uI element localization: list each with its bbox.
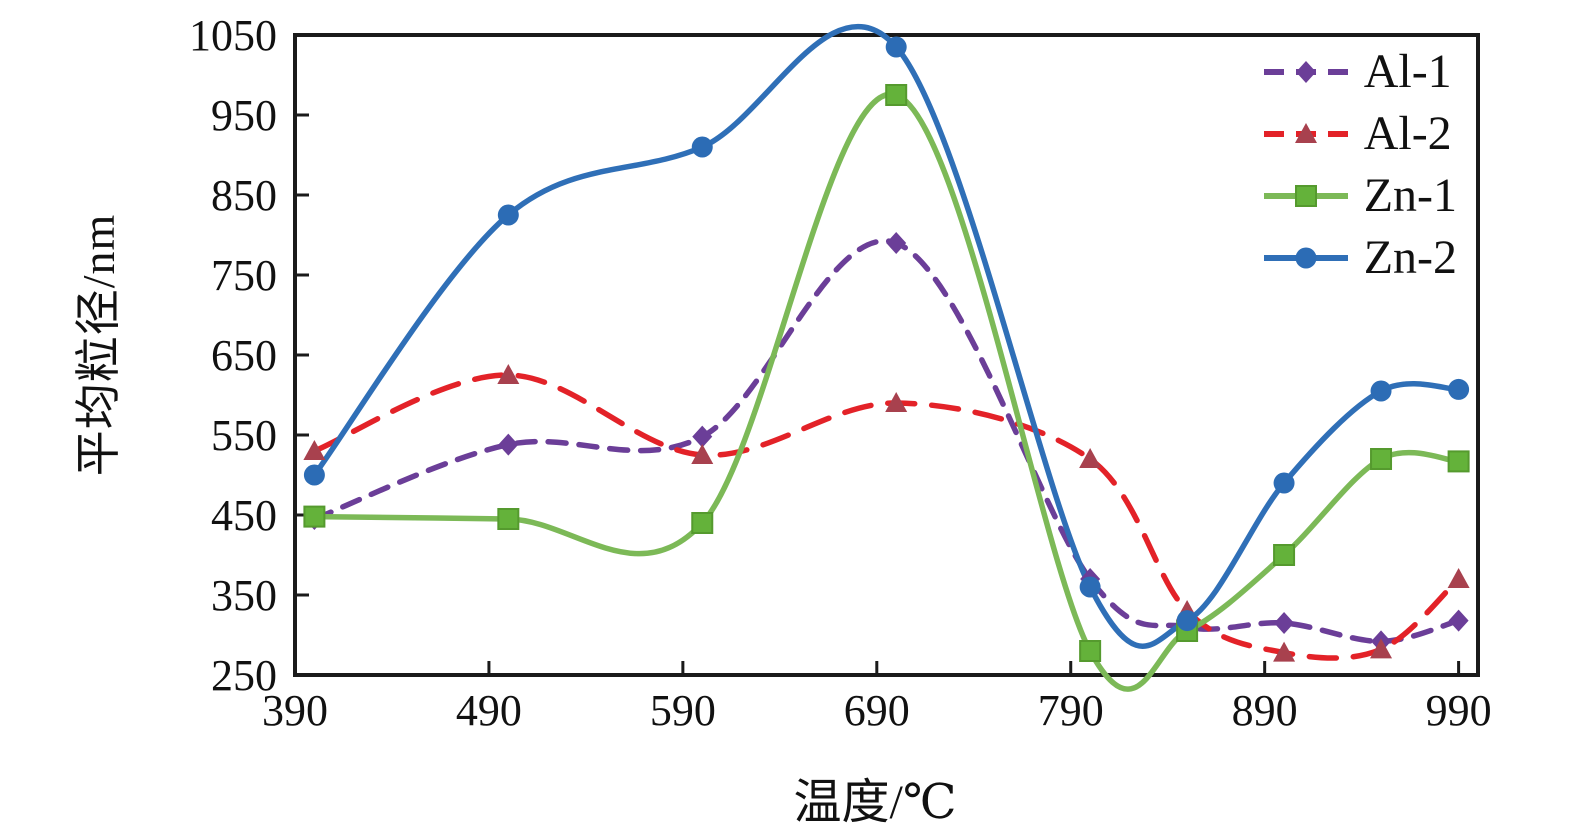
legend-label: Al-1 <box>1363 45 1452 98</box>
marker-al-2 <box>1447 568 1470 588</box>
marker-zn-2 <box>1079 576 1101 598</box>
marker-al-2 <box>691 444 714 464</box>
y-tick-label: 450 <box>211 491 277 540</box>
marker-zn-1 <box>1447 450 1470 473</box>
marker-al-2 <box>1079 448 1102 468</box>
y-axis-title: 平均粒径/nm <box>73 213 124 477</box>
marker-zn-1 <box>1273 544 1296 566</box>
marker-zn-1 <box>691 512 714 534</box>
legend-item-zn-2: Zn-2 <box>1262 234 1457 282</box>
marker-al-1 <box>1274 612 1295 634</box>
legend-marker-circle-icon <box>1263 247 1348 269</box>
marker-al-2 <box>885 392 908 412</box>
legend-marker-diamond-icon <box>1263 61 1348 83</box>
x-tick-label: 390 <box>262 686 328 735</box>
marker-zn-2 <box>885 36 907 58</box>
marker-al-2 <box>1273 641 1296 662</box>
y-tick-label: 1050 <box>189 11 277 60</box>
legend-marker-square-icon <box>1263 185 1348 207</box>
legend-item-al-1: Al-1 <box>1262 48 1457 96</box>
y-tick-label: 950 <box>211 91 277 140</box>
marker-zn-2 <box>1448 378 1470 400</box>
marker-zn-1 <box>497 508 520 530</box>
marker-zn-2 <box>497 204 519 226</box>
marker-al-1 <box>886 232 907 254</box>
x-tick-label: 990 <box>1426 686 1492 735</box>
marker-al-2 <box>1370 638 1393 659</box>
legend: Al-1 Al-2 Zn-1 Zn-2 <box>1262 48 1457 282</box>
legend-label: Al-2 <box>1363 107 1452 160</box>
x-tick-label: 590 <box>650 686 716 735</box>
legend-label: Zn-2 <box>1363 231 1457 284</box>
y-tick-label: 750 <box>211 251 277 300</box>
marker-al-2 <box>497 364 520 384</box>
marker-zn-1 <box>1079 640 1102 662</box>
legend-marker-triangle-icon <box>1263 123 1348 143</box>
series-line-zn-2 <box>311 23 1462 649</box>
marker-zn-1 <box>303 505 326 528</box>
legend-item-zn-1: Zn-1 <box>1262 172 1457 220</box>
y-tick-label: 650 <box>211 331 277 380</box>
marker-zn-1 <box>1370 448 1393 470</box>
marker-al-1 <box>692 425 713 448</box>
marker-al-1 <box>498 433 519 456</box>
y-tick-label: 850 <box>211 171 277 220</box>
marker-zn-1 <box>885 84 908 106</box>
marker-zn-2 <box>691 136 713 158</box>
y-tick-label: 350 <box>211 571 277 620</box>
marker-al-1 <box>1448 609 1469 632</box>
marker-zn-2 <box>1176 610 1198 632</box>
x-tick-label: 790 <box>1038 686 1104 735</box>
marker-al-2 <box>303 440 326 460</box>
legend-label: Zn-1 <box>1363 169 1457 222</box>
marker-zn-2 <box>303 464 325 486</box>
x-tick-label: 890 <box>1232 686 1298 735</box>
x-axis-title: 温度/℃ <box>793 776 957 829</box>
marker-zn-2 <box>1370 380 1392 402</box>
x-tick-label: 490 <box>456 686 522 735</box>
legend-item-al-2: Al-2 <box>1262 110 1457 158</box>
marker-zn-2 <box>1273 472 1295 494</box>
y-tick-label: 550 <box>211 411 277 460</box>
y-tick-label: 250 <box>211 651 277 700</box>
series-line-al-1 <box>311 238 1462 645</box>
x-tick-label: 690 <box>844 686 910 735</box>
